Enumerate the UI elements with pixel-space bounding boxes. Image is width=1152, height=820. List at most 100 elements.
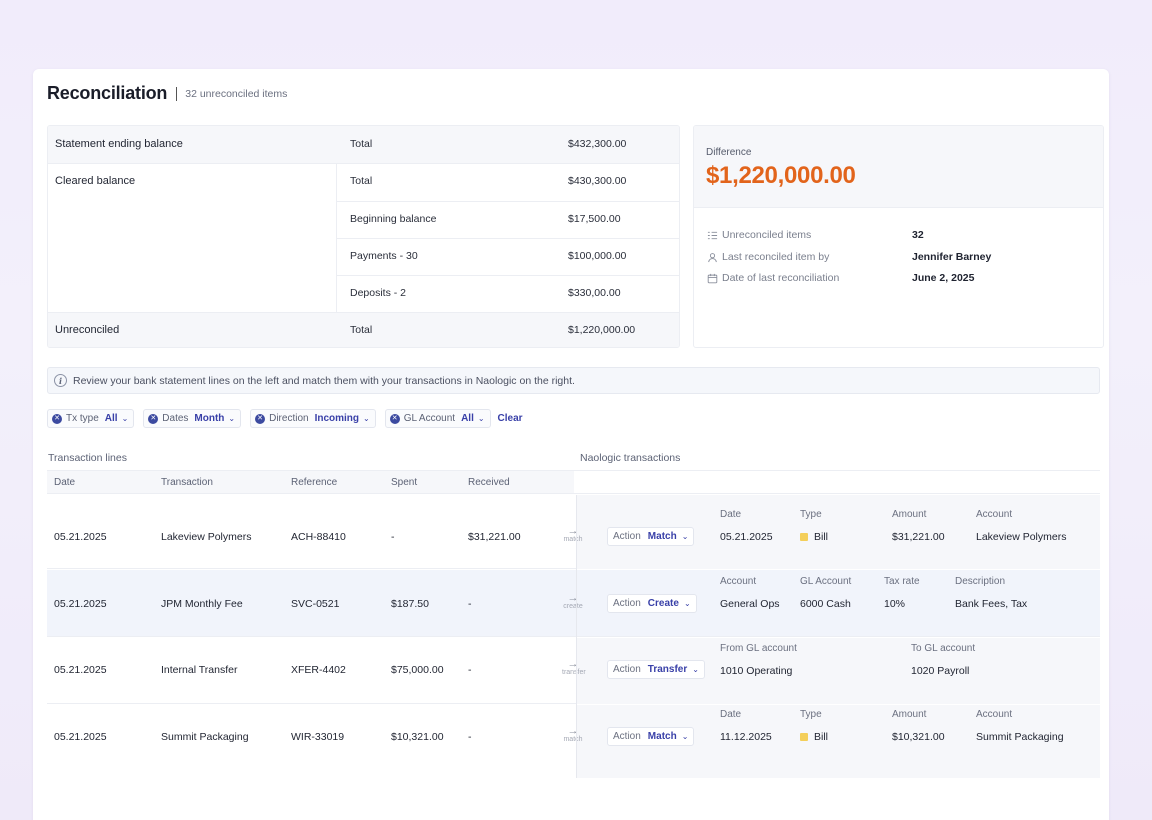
detail-header: Type	[800, 709, 822, 720]
chevron-down-icon: ⌄	[681, 732, 689, 741]
list-check-icon	[706, 229, 718, 241]
detail-description: Description Bank Fees, Tax	[955, 576, 1027, 610]
filter-tx-type[interactable]: ✕ Tx type All ⌄	[47, 409, 135, 428]
remove-filter-icon[interactable]: ✕	[255, 413, 266, 424]
detail-value: General Ops	[720, 598, 780, 610]
balance-summary-table: Statement ending balance Total $432,300.…	[47, 125, 680, 348]
arrow-right-icon: →	[567, 725, 579, 737]
filter-value: All	[461, 413, 474, 424]
column-received[interactable]: Received	[468, 477, 510, 488]
chevron-down-icon: ⌄	[477, 414, 485, 423]
beginning-value: $17,500.00	[568, 213, 621, 225]
detail-account: Account Lakeview Polymers	[976, 509, 1066, 543]
remove-filter-icon[interactable]: ✕	[148, 413, 159, 424]
remove-filter-icon[interactable]: ✕	[52, 413, 62, 424]
divider	[48, 163, 679, 164]
filter-label: GL Account	[403, 413, 456, 424]
table-row[interactable]: 05.21.2025 Lakeview Polymers ACH-88410 -…	[47, 495, 1100, 569]
detail-gl-account: GL Account 6000 Cash	[800, 576, 851, 610]
match-indicator: → match	[562, 725, 584, 744]
detail-value: 1010 Operating	[720, 665, 793, 677]
statement-total: $432,300.00	[568, 138, 627, 150]
column-transaction[interactable]: Transaction	[161, 477, 213, 488]
row-received: -	[468, 598, 472, 610]
chevron-down-icon: ⌄	[363, 414, 370, 423]
arrow-right-icon: →	[567, 525, 579, 537]
row-spent: $187.50	[391, 598, 429, 610]
clear-filters-button[interactable]: Clear	[497, 413, 523, 424]
statement-label: Statement ending balance	[55, 138, 183, 150]
filter-dates[interactable]: ✕ Dates Month ⌄	[143, 409, 242, 428]
column-date[interactable]: Date	[54, 477, 76, 488]
detail-value: 05.21.2025	[720, 531, 773, 543]
row-spent: -	[391, 531, 395, 543]
cleared-total-row: Total $430,300.00	[48, 164, 679, 201]
difference-value: $1,220,000.00	[706, 162, 856, 189]
filter-direction[interactable]: ✕ Direction Incoming ⌄	[250, 409, 376, 428]
action-dropdown[interactable]: Action Match ⌄	[607, 527, 695, 546]
action-dropdown[interactable]: Action Create ⌄	[607, 594, 697, 613]
unreconciled-row: Unreconciled Total $1,220,000.00	[48, 313, 679, 347]
table-row[interactable]: 05.21.2025 Internal Transfer XFER-4402 $…	[47, 638, 1100, 704]
arrow-label: transfer	[562, 669, 586, 676]
detail-account: Account General Ops	[720, 576, 780, 610]
action-label: Action	[613, 664, 641, 675]
detail-type-value: Bill	[800, 531, 828, 543]
row-date: 05.21.2025	[54, 531, 107, 543]
reconciliation-card: Reconciliation 32 unreconciled items Sta…	[33, 69, 1109, 820]
meta-value: 32	[912, 229, 924, 241]
detail-date: Date 11.12.2025	[720, 709, 772, 743]
column-spent[interactable]: Spent	[391, 477, 418, 488]
detail-tax-rate: Tax rate 10%	[884, 576, 920, 610]
row-transaction: JPM Monthly Fee	[161, 598, 243, 610]
row-reference: ACH-88410	[291, 531, 346, 543]
action-dropdown[interactable]: Action Match ⌄	[607, 727, 695, 746]
filter-value: All	[104, 413, 118, 424]
action-dropdown[interactable]: Action Transfer ⌄	[607, 660, 705, 679]
detail-header: From GL account	[720, 643, 797, 654]
detail-account: Account Summit Packaging	[976, 709, 1064, 743]
action-value: Transfer	[647, 664, 688, 675]
meta-last-reconciled-by: Last reconciled item by Jennifer Barney	[706, 251, 991, 263]
detail-value: $31,221.00	[892, 531, 945, 543]
action-label: Action	[613, 598, 641, 609]
divider	[48, 312, 679, 313]
table-row[interactable]: 05.21.2025 Summit Packaging WIR-33019 $1…	[47, 705, 1100, 778]
remove-filter-icon[interactable]: ✕	[389, 413, 400, 424]
column-reference[interactable]: Reference	[291, 477, 338, 488]
detail-value: Bill	[814, 731, 829, 743]
detail-header: Amount	[892, 709, 927, 720]
detail-value: 6000 Cash	[800, 598, 851, 610]
row-transaction: Summit Packaging	[161, 731, 249, 743]
detail-date: Date 05.21.2025	[720, 509, 773, 543]
difference-panel: Difference $1,220,000.00 Unreconciled it…	[693, 125, 1104, 348]
cleared-label: Cleared balance	[55, 175, 136, 187]
detail-type-value: Bill	[800, 731, 828, 743]
divider	[336, 201, 679, 202]
detail-header: Date	[720, 709, 742, 720]
payments-value: $100,000.00	[568, 250, 627, 262]
chevron-down-icon: ⌄	[681, 532, 689, 541]
meta-value: Jennifer Barney	[912, 251, 992, 263]
difference-header: Difference $1,220,000.00	[694, 126, 1103, 208]
deposits-value: $330,00.00	[568, 287, 621, 299]
detail-type: Type Bill	[800, 709, 828, 743]
filter-bar: ✕ Tx type All ⌄ ✕ Dates Month ⌄ ✕ Direct…	[47, 409, 523, 428]
action-value: Match	[647, 731, 677, 742]
filter-gl-account[interactable]: ✕ GL Account All ⌄	[384, 409, 491, 428]
transfer-indicator: → transfer	[562, 659, 586, 677]
row-reference: SVC-0521	[291, 598, 340, 610]
page-header: Reconciliation 32 unreconciled items	[47, 83, 287, 104]
detail-from-gl-account: From GL account 1010 Operating	[720, 643, 797, 677]
table-row[interactable]: 05.21.2025 JPM Monthly Fee SVC-0521 $187…	[47, 570, 1100, 637]
meta-value: June 2, 2025	[912, 272, 975, 284]
unreconciled-label: Unreconciled	[55, 324, 120, 336]
naologic-transactions-label: Naologic transactions	[580, 452, 681, 464]
unreconciled-count: 32 unreconciled items	[185, 87, 288, 100]
action-value: Match	[647, 531, 677, 542]
deposits-row: Deposits - 2 $330,00.00	[48, 276, 679, 313]
calendar-icon	[706, 272, 718, 284]
chevron-down-icon: ⌄	[121, 414, 129, 423]
arrow-label: match	[563, 536, 583, 543]
action-label: Action	[613, 731, 641, 742]
